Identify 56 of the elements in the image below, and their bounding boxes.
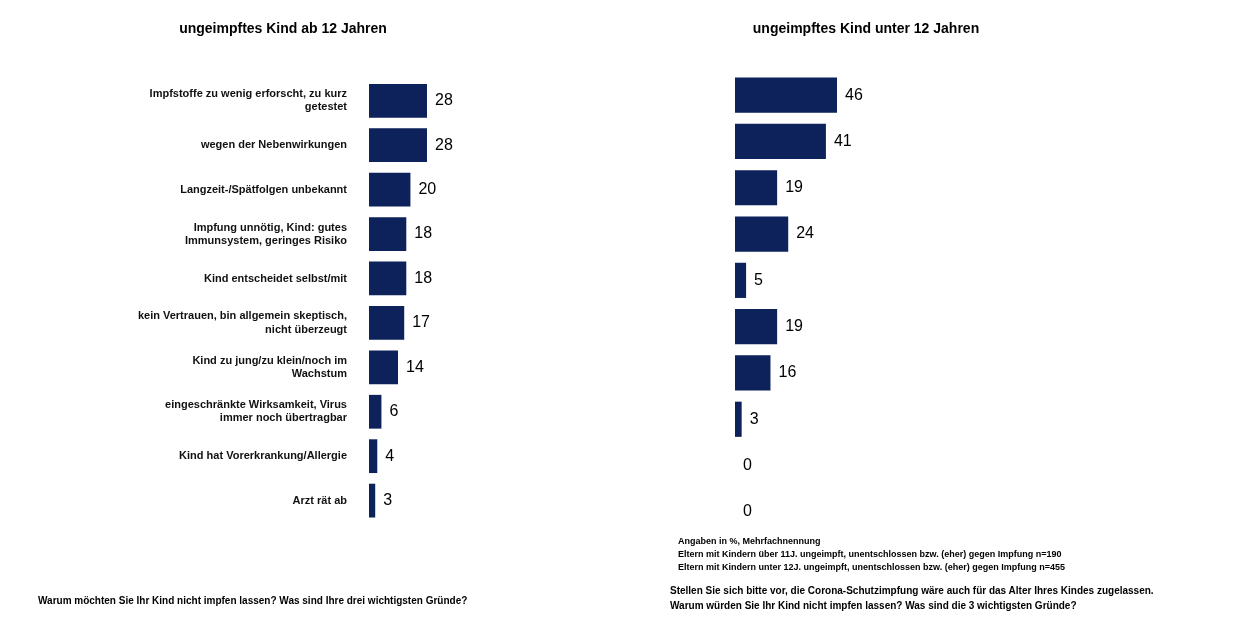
data-label: 41 [833, 131, 852, 149]
data-label: 5 [754, 270, 764, 288]
bar [369, 394, 382, 429]
data-label: 28 [435, 135, 453, 153]
text: Angaben in %, Mehrfachnennung [678, 535, 822, 548]
data-label: 17 [412, 313, 431, 331]
data-label: 6 [389, 402, 399, 420]
data-label: 18 [414, 224, 433, 242]
chart-title: ungeimpftes Kind ab 12 Jahren [178, 20, 388, 36]
y-tick-label: Kind hat Vorerkrankung/Allergie [179, 449, 347, 462]
bar [369, 439, 378, 474]
text: Stellen Sie sich bitte vor, die Corona-Schutzimpfung wäre auch für das Alter Ihres Kindes zugelassen. [670, 584, 1154, 599]
bar [369, 261, 407, 296]
y-tick-label: Kind entscheidet selbst/mit [203, 271, 348, 284]
bar [369, 483, 376, 518]
bar [369, 306, 405, 340]
data-label: 0 [743, 502, 752, 520]
text: Warum möchten Sie Ihr Kind nicht impfen lassen? Was sind Ihre drei wichtigsten Gründe? [38, 594, 468, 608]
bar [369, 172, 411, 207]
data-label: 18 [414, 268, 433, 286]
bar [369, 128, 427, 163]
bar [369, 217, 407, 251]
y-tick-label: kein Vertrauen, bin allgemein skeptisch, nicht überzeugt [137, 309, 348, 335]
text: ungeimpftes Kind unter 12 Jahren [751, 20, 981, 36]
bar [735, 170, 778, 206]
y-tick-label: Arzt rät ab [292, 493, 348, 506]
y-tick-label: Impfstoffe zu wenig erforscht, zu kurz getestet [149, 87, 348, 113]
bar [735, 401, 742, 437]
text: Eltern mit Kindern über 11J. ungeimpft, unentschlossen bzw. (eher) gegen Impfung n=190 [678, 548, 1063, 562]
y-tick-label: Langzeit-/Spätfolgen unbekannt [180, 182, 348, 195]
y-tick-label: Kind zu jung/zu klein/noch im Wachstum [192, 353, 348, 379]
data-label: 3 [749, 409, 759, 427]
data-label: 3 [383, 491, 393, 508]
data-label: 24 [796, 224, 815, 242]
data-label: 20 [418, 180, 437, 198]
bar [369, 350, 398, 385]
y-tick-label: Impfung unnötig, Kind: gutes Immunsystem, geringes Risiko [185, 220, 348, 246]
y-tick-label: wegen der Nebenwirkungen [199, 138, 348, 151]
text: Eltern mit Kindern unter 12J. ungeimpft, unentschlossen bzw. (eher) gegen Impfung n=455 [678, 561, 1066, 575]
data-label: 28 [435, 91, 453, 109]
data-label: 19 [785, 178, 804, 196]
data-label: 19 [785, 317, 804, 335]
y-tick-label: eingeschränkte Wirksamkeit, Virus immer noch übertragbar [165, 398, 348, 424]
bar [735, 355, 771, 391]
bar [735, 77, 837, 113]
bar [369, 83, 427, 118]
data-label: 0 [743, 455, 752, 473]
data-label: 16 [778, 363, 797, 381]
data-label: 46 [845, 85, 863, 103]
bar [735, 309, 778, 345]
bar [735, 216, 789, 252]
bar [735, 123, 826, 160]
data-label: 14 [406, 357, 424, 375]
data-label: 4 [385, 446, 395, 464]
text: Warum würden Sie Ihr Kind nicht impfen lassen? Was sind die 3 wichtigsten Gründe? [670, 598, 1078, 613]
bar [735, 262, 747, 298]
